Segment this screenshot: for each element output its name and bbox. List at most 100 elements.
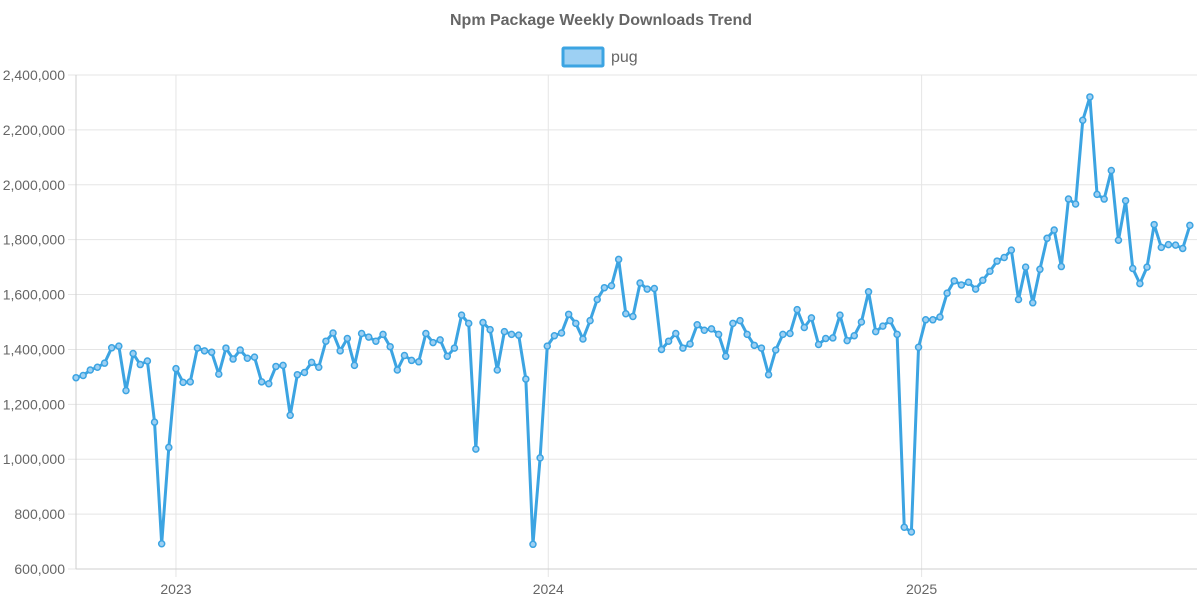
- data-point: [436, 336, 444, 344]
- data-point: [407, 356, 416, 365]
- data-point: [322, 337, 330, 345]
- data-point: [629, 312, 637, 321]
- data-point: [1029, 299, 1037, 307]
- data-point: [343, 334, 352, 343]
- data-point: [222, 344, 230, 352]
- data-point: [650, 284, 659, 293]
- data-point: [1171, 241, 1180, 249]
- data-point: [215, 370, 223, 378]
- data-point: [764, 370, 773, 379]
- data-point: [1164, 240, 1173, 249]
- data-point: [971, 285, 980, 293]
- x-axis: 2023 2024 2025: [76, 568, 1197, 597]
- series-line-pug: [74, 95, 1192, 546]
- data-point: [614, 255, 623, 264]
- data-point: [593, 295, 601, 304]
- data-point: [543, 342, 551, 350]
- data-point: [422, 329, 430, 338]
- series-pug: [72, 93, 1194, 549]
- data-point: [879, 322, 887, 330]
- x-tick-label: 2024: [533, 581, 564, 597]
- y-tick-label: 600,000: [14, 561, 65, 577]
- data-point: [871, 327, 880, 336]
- data-point: [672, 329, 680, 338]
- data-point: [829, 334, 837, 342]
- data-point: [157, 540, 166, 548]
- data-point: [1100, 195, 1108, 203]
- data-point: [564, 310, 573, 319]
- data-point: [893, 330, 901, 339]
- data-point: [1071, 200, 1080, 208]
- data-point: [93, 363, 102, 372]
- data-point: [757, 344, 766, 352]
- data-point: [143, 357, 152, 365]
- data-point: [307, 358, 316, 367]
- data-point: [950, 277, 958, 285]
- data-point: [300, 368, 309, 377]
- data-point: [165, 443, 173, 452]
- data-point: [679, 344, 687, 352]
- data-point: [357, 329, 366, 338]
- data-point: [400, 351, 409, 360]
- data-point: [72, 373, 80, 382]
- data-point: [1064, 195, 1073, 203]
- data-point: [172, 364, 180, 373]
- data-point: [336, 347, 344, 355]
- data-point: [272, 362, 280, 371]
- data-point: [800, 323, 809, 332]
- data-point: [786, 329, 794, 338]
- y-tick-label: 1,400,000: [3, 341, 65, 357]
- data-point: [257, 378, 266, 386]
- data-point: [664, 337, 673, 345]
- data-point: [1007, 246, 1016, 254]
- data-point: [686, 340, 694, 348]
- data-point: [779, 330, 787, 339]
- data-point: [429, 338, 437, 347]
- data-point: [522, 375, 530, 383]
- data-point: [807, 314, 816, 322]
- legend-swatch-pug: [561, 46, 605, 68]
- data-point: [86, 366, 95, 374]
- data-point: [1114, 236, 1123, 244]
- data-point: [536, 454, 544, 462]
- data-point: [836, 311, 844, 319]
- data-point: [507, 330, 516, 339]
- data-point: [100, 359, 109, 367]
- data-point: [1121, 196, 1130, 205]
- data-point: [1014, 295, 1023, 304]
- data-point: [914, 343, 923, 351]
- data-point: [750, 341, 759, 350]
- data-point: [1143, 263, 1151, 271]
- data-point: [493, 366, 502, 374]
- grid: [68, 74, 1197, 577]
- data-point: [1086, 93, 1094, 101]
- data-point: [572, 319, 580, 328]
- data-point: [393, 366, 402, 374]
- data-point: [1093, 190, 1101, 199]
- data-point: [1186, 221, 1194, 230]
- data-point: [557, 329, 566, 337]
- chart-title: Npm Package Weekly Downloads Trend: [450, 12, 752, 29]
- data-point: [743, 330, 751, 339]
- data-point: [500, 327, 509, 336]
- data-point: [729, 319, 737, 328]
- data-point: [600, 283, 609, 292]
- data-point: [265, 380, 273, 388]
- data-point: [450, 344, 459, 352]
- data-point: [115, 342, 123, 350]
- data-point: [943, 289, 951, 297]
- y-tick-label: 2,000,000: [3, 177, 65, 193]
- y-tick-label: 1,600,000: [3, 287, 65, 303]
- data-point: [122, 386, 130, 395]
- data-point: [1021, 263, 1030, 271]
- data-point: [814, 340, 823, 349]
- data-point: [586, 316, 594, 325]
- data-point: [850, 331, 859, 340]
- legend[interactable]: pug: [561, 46, 638, 68]
- data-point: [1036, 265, 1044, 274]
- data-point: [707, 325, 716, 333]
- data-point: [714, 330, 723, 339]
- data-point: [372, 337, 380, 345]
- data-point: [250, 353, 259, 361]
